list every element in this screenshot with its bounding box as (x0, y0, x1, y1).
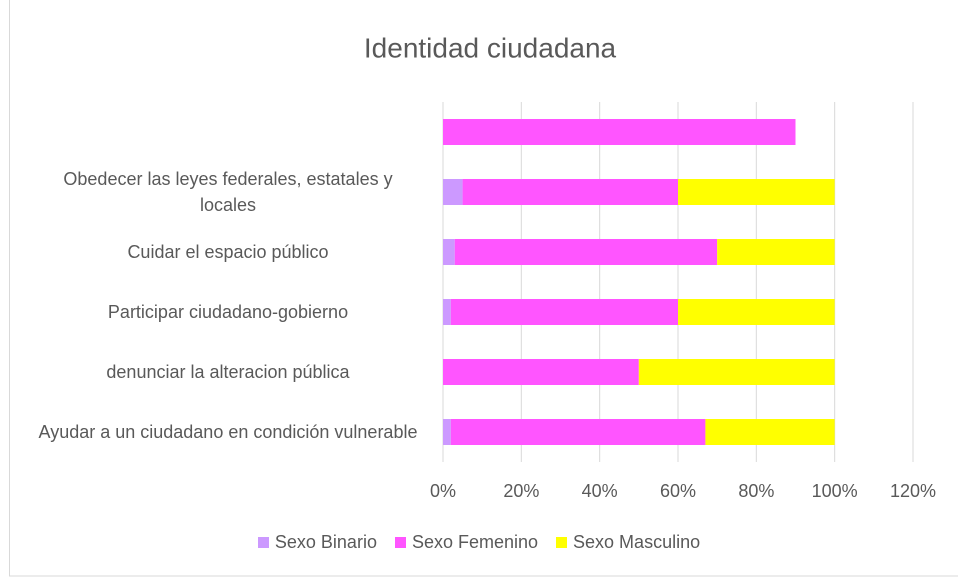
x-tick-label: 120% (890, 481, 936, 501)
y-tick-label: Obedecer las leyes federales, estatales … (63, 169, 393, 215)
legend-label: Sexo Binario (274, 532, 377, 552)
legend-label: Sexo Masculino (573, 532, 701, 552)
y-tick-label: Participar ciudadano-gobierno (107, 302, 349, 322)
x-tick-label: 60% (660, 481, 696, 501)
legend-label: Sexo Femenino (411, 532, 539, 552)
y-tick-label: denunciar la alteracion pública (106, 362, 350, 382)
bar-segment (443, 119, 796, 145)
bar-segment (443, 239, 455, 265)
bar-segment (443, 359, 639, 385)
legend-item: Sexo Femenino (394, 532, 539, 553)
x-tick-label: 0% (430, 481, 456, 501)
bar-segment (705, 419, 835, 445)
x-tick-label: 80% (738, 481, 774, 501)
bar-segment (450, 299, 678, 325)
bar-segment (678, 179, 835, 205)
x-tick-label: 40% (582, 481, 618, 501)
legend-item: Sexo Binario (257, 532, 377, 553)
y-tick-label: Ayudar a un ciudadano en condición vulne… (38, 422, 418, 442)
x-tick-label: 20% (503, 481, 539, 501)
bar-segment (462, 179, 678, 205)
legend-swatch (394, 537, 406, 548)
bar-segment (454, 239, 718, 265)
bar-segment (678, 299, 835, 325)
legend-swatch (257, 537, 269, 548)
x-tick-label: 100% (812, 481, 858, 501)
chart-border (9, 0, 958, 577)
legend-item: Sexo Masculino (556, 532, 700, 553)
bar-segment (443, 179, 463, 205)
bar-segment (443, 419, 451, 445)
bar-segment (443, 299, 451, 325)
bar-segment (450, 419, 706, 445)
y-tick-label: Cuidar el espacio público (127, 242, 329, 262)
bar-segment (638, 359, 835, 385)
legend-swatch (556, 537, 568, 548)
bar-segment (717, 239, 835, 265)
chart-title: Identidad ciudadana (364, 32, 617, 63)
legend: Sexo Binario Sexo Femenino Sexo Masculino (0, 532, 958, 553)
